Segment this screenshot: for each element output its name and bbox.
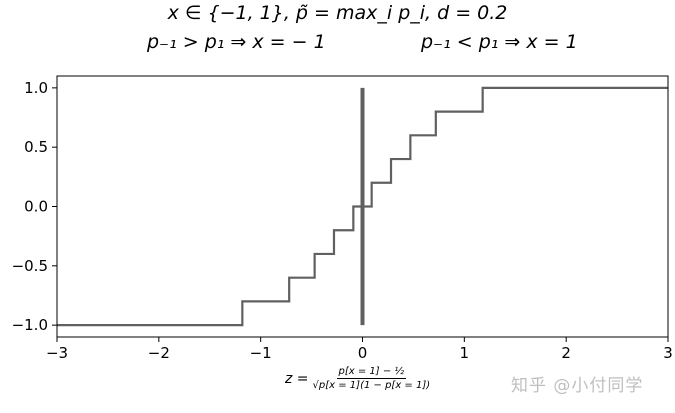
chart-title-condition-left: p₋₁ > p₁ ⇒ x = − 1 xyxy=(147,31,326,53)
x-tick-label: 3 xyxy=(663,344,673,362)
ticks-layer: −3 −2 −1 0 1 2 3 −1.0 −0.5 0.0 0.5 1.0 xyxy=(12,79,673,362)
y-tick-label: −1.0 xyxy=(12,316,48,334)
x-axis-label-denominator: √p[x = 1](1 − p[x = 1]) xyxy=(312,380,431,391)
x-tick-label: −3 xyxy=(46,344,68,362)
chart-title-line1: x ∈ {−1, 1}, p̃ = max_i p_i, d = 0.2 xyxy=(167,2,508,24)
x-tick-label: 2 xyxy=(561,344,571,362)
chart-title-condition-right: p₋₁ < p₁ ⇒ x = 1 xyxy=(421,31,578,53)
x-tick-label: 1 xyxy=(460,344,470,362)
y-tick-label: 1.0 xyxy=(24,79,48,97)
x-axis-label: z = p[x = 1] − ½ √p[x = 1](1 − p[x = 1]) xyxy=(285,366,430,391)
y-tick-label: −0.5 xyxy=(12,257,48,275)
series-layer xyxy=(57,86,668,327)
y-tick-label: 0.5 xyxy=(24,138,48,156)
watermark: 知乎 @小付同学 xyxy=(511,376,644,396)
x-tick-label: −2 xyxy=(148,344,170,362)
plot-frame xyxy=(56,75,669,338)
x-axis-label-prefix: z = xyxy=(285,370,309,387)
x-axis-label-fraction: p[x = 1] − ½ √p[x = 1](1 − p[x = 1]) xyxy=(313,366,431,391)
x-axis-label-numerator: p[x = 1] − ½ xyxy=(336,366,407,379)
y-tick-label: 0.0 xyxy=(24,198,48,216)
x-tick-label: −1 xyxy=(250,344,272,362)
x-tick-label: 0 xyxy=(358,344,368,362)
